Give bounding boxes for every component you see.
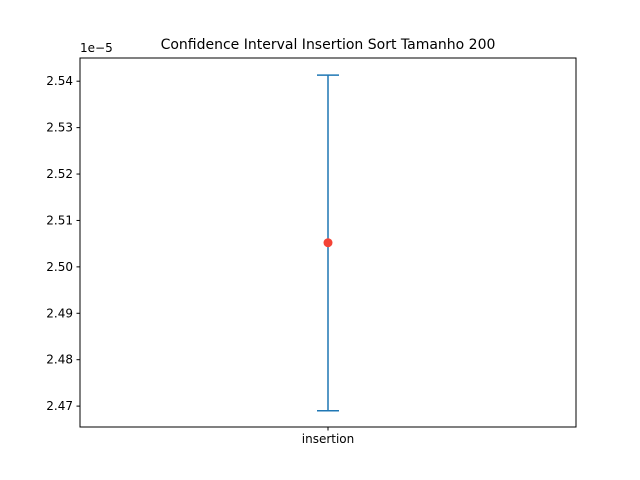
errorbar-series (317, 74, 339, 412)
y-tick-label: 2.51 (46, 213, 73, 227)
y-tick-label: 2.53 (46, 121, 73, 135)
plot-frame (79, 57, 577, 428)
y-tick-label: 2.47 (46, 399, 73, 413)
x-tick-label: insertion (302, 432, 355, 446)
y-tick-label: 2.54 (46, 74, 73, 88)
mean-point (323, 238, 333, 248)
y-axis: 2.47 2.48 2.49 2.50 2.51 2.52 2.53 2.54 (46, 74, 80, 413)
y-tick-label: 2.49 (46, 306, 73, 320)
y-tick-label: 2.50 (46, 260, 73, 274)
x-axis: insertion (302, 427, 355, 446)
y-tick-label: 2.48 (46, 353, 73, 367)
y-axis-offset-label: 1e−5 (80, 41, 113, 55)
y-tick-label: 2.52 (46, 167, 73, 181)
chart-title: Confidence Interval Insertion Sort Taman… (161, 37, 496, 53)
